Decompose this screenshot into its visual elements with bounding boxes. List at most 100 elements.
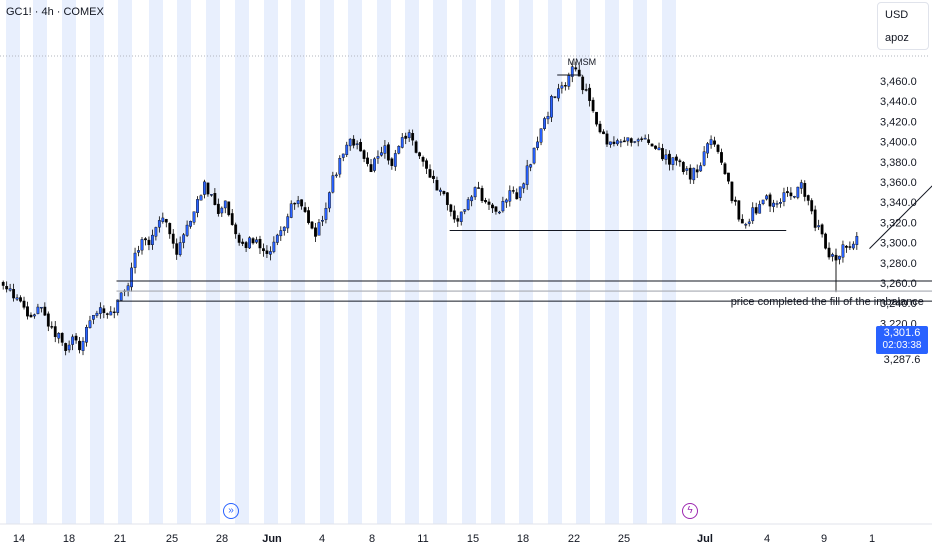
price-tick-label: 3,400.0: [880, 137, 917, 149]
session-band: [149, 0, 163, 524]
candle-up: [851, 243, 855, 249]
candle-up: [67, 344, 71, 351]
candle-down: [230, 213, 234, 225]
candle-down: [484, 200, 487, 203]
candle-down: [449, 204, 453, 212]
currency-label[interactable]: USD: [885, 9, 909, 21]
candle-up: [407, 132, 411, 139]
candle-up: [130, 267, 133, 288]
candle-up: [116, 299, 120, 313]
currency-secondary[interactable]: apoz: [885, 32, 909, 44]
candle-up: [161, 217, 165, 222]
candle-up: [95, 312, 99, 316]
session-band: [264, 0, 278, 524]
candle-up: [199, 195, 203, 201]
candle-down: [411, 133, 415, 141]
candle-up: [744, 224, 748, 226]
candle-up: [383, 145, 387, 154]
candle-up: [817, 225, 821, 228]
candle-down: [12, 289, 16, 299]
candle-down: [442, 191, 446, 194]
candle-up: [439, 189, 442, 192]
time-tick-label: 15: [467, 533, 479, 545]
price-tick-label: 3,320.0: [880, 217, 917, 229]
forward-arrow-icon[interactable]: »: [223, 503, 239, 519]
candle-up: [525, 165, 529, 185]
session-band: [348, 0, 362, 524]
candle-up: [546, 116, 550, 120]
candle-down: [716, 144, 720, 152]
symbol-title[interactable]: GC1! · 4h · COMEX: [6, 6, 104, 18]
price-tick-label: 3,460.0: [880, 76, 917, 88]
candle-up: [838, 255, 841, 260]
candle-up: [331, 175, 335, 193]
session-band: [633, 0, 647, 524]
candle-up: [255, 239, 258, 243]
session-band: [377, 0, 391, 524]
candle-up: [699, 165, 703, 172]
lightning-icon[interactable]: ϟ: [682, 503, 698, 519]
annotation-text[interactable]: MMSM: [568, 57, 597, 67]
annotation-text[interactable]: price completed the fill of the imbalanc…: [731, 296, 924, 308]
candle-up: [57, 333, 61, 339]
candle-up: [671, 157, 675, 165]
session-band: [62, 0, 76, 524]
candle-up: [522, 183, 526, 189]
session-bands: [6, 0, 676, 524]
candle-up: [209, 194, 213, 196]
currency-panel[interactable]: [877, 2, 929, 50]
session-band: [291, 0, 305, 524]
candle-down: [602, 131, 605, 135]
candle-up: [782, 192, 786, 202]
candle-up: [615, 140, 619, 145]
candle-up: [345, 144, 349, 155]
price-tick-label: 3,240.0: [880, 298, 917, 310]
candle-up: [220, 207, 224, 214]
candle-up: [203, 181, 206, 195]
candle-down: [511, 190, 515, 192]
candle-down: [258, 238, 262, 249]
time-axis[interactable]: 14 18 21 25 28 Jun 4 8 11 15 18 22 25 Jul 4 9 1: [13, 533, 875, 545]
candle-down: [310, 221, 314, 229]
candle-up: [39, 306, 43, 309]
price-tick-label: 3,300.0: [880, 238, 917, 250]
candle-up: [157, 220, 161, 228]
candle-down: [386, 144, 390, 161]
time-tick-label: 25: [166, 533, 178, 545]
candle-up: [397, 146, 401, 154]
candle-up: [338, 158, 342, 175]
candle-down: [553, 96, 557, 98]
last-price-tag: 3,301.6 02:03:38: [876, 326, 928, 354]
session-band: [90, 0, 104, 524]
candle-down: [265, 250, 269, 254]
price-axis[interactable]: 3,460.0 3,440.0 3,420.0 3,400.0 3,380.0 3,360…: [880, 76, 917, 351]
candle-down: [487, 201, 491, 205]
candle-down: [5, 286, 9, 290]
price-tick-label: 3,420.0: [880, 116, 917, 128]
candle-down: [244, 242, 248, 249]
candle-up: [272, 241, 276, 252]
candle-down: [640, 138, 644, 140]
candle-up: [799, 182, 803, 189]
time-tick-label: 4: [319, 533, 325, 545]
candle-up: [557, 88, 560, 99]
candle-up: [706, 143, 710, 154]
candle-down: [303, 207, 307, 212]
candle-down: [43, 306, 47, 316]
candle-down: [421, 157, 425, 162]
candle-down: [647, 139, 651, 143]
session-band: [206, 0, 220, 524]
trend-arrow[interactable]: [869, 162, 932, 250]
candle-down: [661, 148, 664, 160]
candle-down: [598, 123, 602, 133]
candle-down: [50, 326, 54, 328]
time-tick-label: 22: [568, 533, 580, 545]
candle-down: [26, 306, 29, 317]
candle-up: [192, 211, 196, 223]
session-band: [548, 0, 562, 524]
bar-countdown: 02:03:38: [882, 340, 922, 351]
session-band: [177, 0, 191, 524]
candle-up: [567, 75, 571, 87]
